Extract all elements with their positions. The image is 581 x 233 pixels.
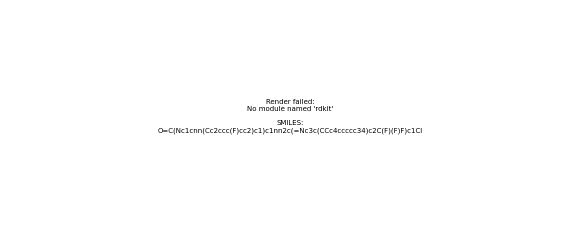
Text: Render failed:
No module named 'rdkit'

SMILES:
O=C(Nc1cnn(Cc2ccc(F)cc2)c1)c1nn2: Render failed: No module named 'rdkit' S…	[158, 99, 423, 134]
